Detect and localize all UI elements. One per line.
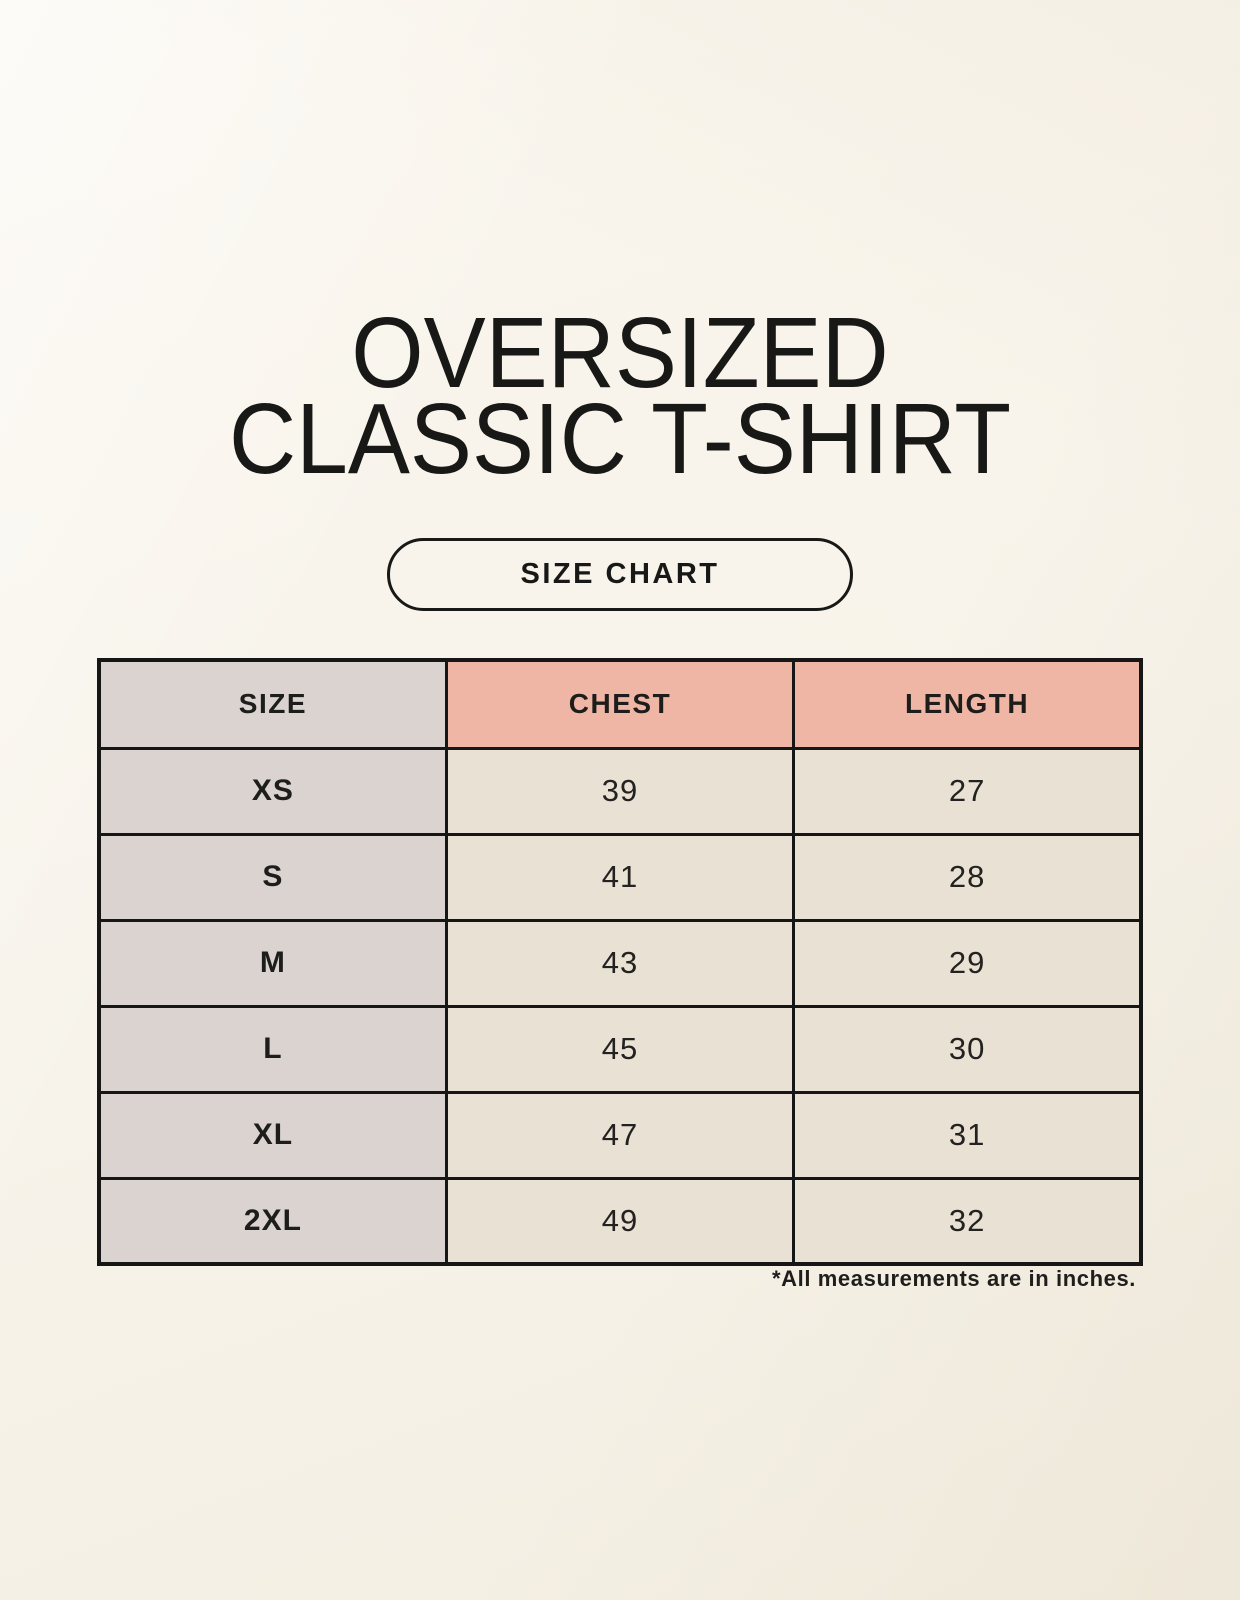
size-cell-l: L xyxy=(97,1004,448,1094)
size-cell-xl: XL xyxy=(97,1090,448,1180)
size-chart-button-label: SIZE CHART xyxy=(520,558,720,590)
size-cell-xs: XS xyxy=(97,746,448,836)
size-table: SIZE CHEST LENGTH XS 39 27 S 41 28 M 43 … xyxy=(97,658,1143,1266)
chest-cell-l: 45 xyxy=(444,1004,796,1094)
table-header-row: SIZE CHEST LENGTH xyxy=(97,658,1143,750)
length-cell-xs: 27 xyxy=(792,746,1143,836)
chest-cell-s: 41 xyxy=(444,832,796,922)
table-row: S 41 28 xyxy=(97,832,1143,922)
size-cell-m: M xyxy=(97,918,448,1008)
table-row: 2XL 49 32 xyxy=(97,1176,1143,1266)
chest-cell-xs: 39 xyxy=(444,746,796,836)
chest-cell-xl: 47 xyxy=(444,1090,796,1180)
table-row: XS 39 27 xyxy=(97,746,1143,836)
product-title: OVERSIZED CLASSIC T-SHIRT xyxy=(43,297,1196,495)
length-cell-m: 29 xyxy=(792,918,1143,1008)
length-cell-s: 28 xyxy=(792,832,1143,922)
length-cell-xl: 31 xyxy=(792,1090,1143,1180)
column-header-chest: CHEST xyxy=(444,658,796,750)
chest-cell-2xl: 49 xyxy=(444,1176,796,1266)
product-title-line2: CLASSIC T-SHIRT xyxy=(228,383,1012,495)
table-row: M 43 29 xyxy=(97,918,1143,1008)
length-cell-2xl: 32 xyxy=(792,1176,1143,1266)
column-header-size: SIZE xyxy=(97,658,448,750)
length-cell-l: 30 xyxy=(792,1004,1143,1094)
table-row: L 45 30 xyxy=(97,1004,1143,1094)
table-row: XL 47 31 xyxy=(97,1090,1143,1180)
chest-cell-m: 43 xyxy=(444,918,796,1008)
column-header-length: LENGTH xyxy=(792,658,1143,750)
size-chart-button[interactable]: SIZE CHART xyxy=(387,538,853,611)
product-title-line1: OVERSIZED xyxy=(351,297,889,409)
size-cell-2xl: 2XL xyxy=(97,1176,448,1266)
size-cell-s: S xyxy=(97,832,448,922)
measurements-note: *All measurements are in inches. xyxy=(771,1266,1136,1291)
